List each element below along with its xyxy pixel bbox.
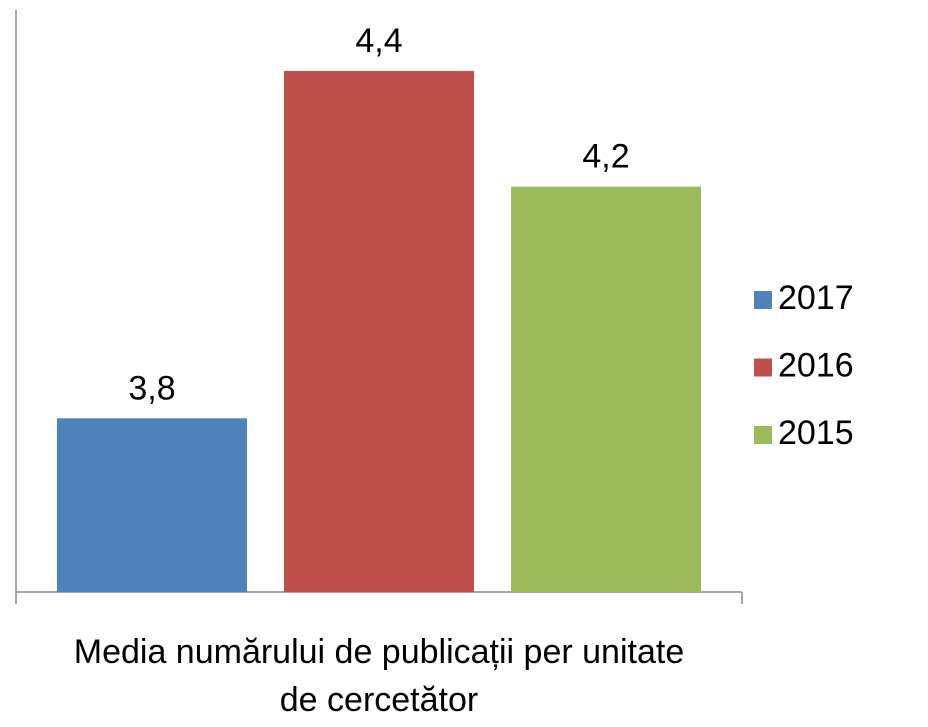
legend-swatch bbox=[754, 426, 772, 444]
bar bbox=[511, 186, 702, 592]
bar bbox=[56, 418, 247, 592]
x-tick-label: Media numărului de publicații per unitat… bbox=[73, 633, 685, 719]
data-label: 4,4 bbox=[355, 22, 402, 60]
bar bbox=[283, 70, 475, 592]
data-label: 3,8 bbox=[128, 369, 175, 407]
legend-label: 2016 bbox=[778, 346, 854, 384]
legend-label: 2015 bbox=[778, 414, 854, 452]
legend-swatch bbox=[754, 291, 772, 309]
legend-swatch bbox=[754, 358, 772, 377]
data-label: 4,2 bbox=[582, 138, 629, 176]
legend-label: 2017 bbox=[778, 279, 854, 317]
